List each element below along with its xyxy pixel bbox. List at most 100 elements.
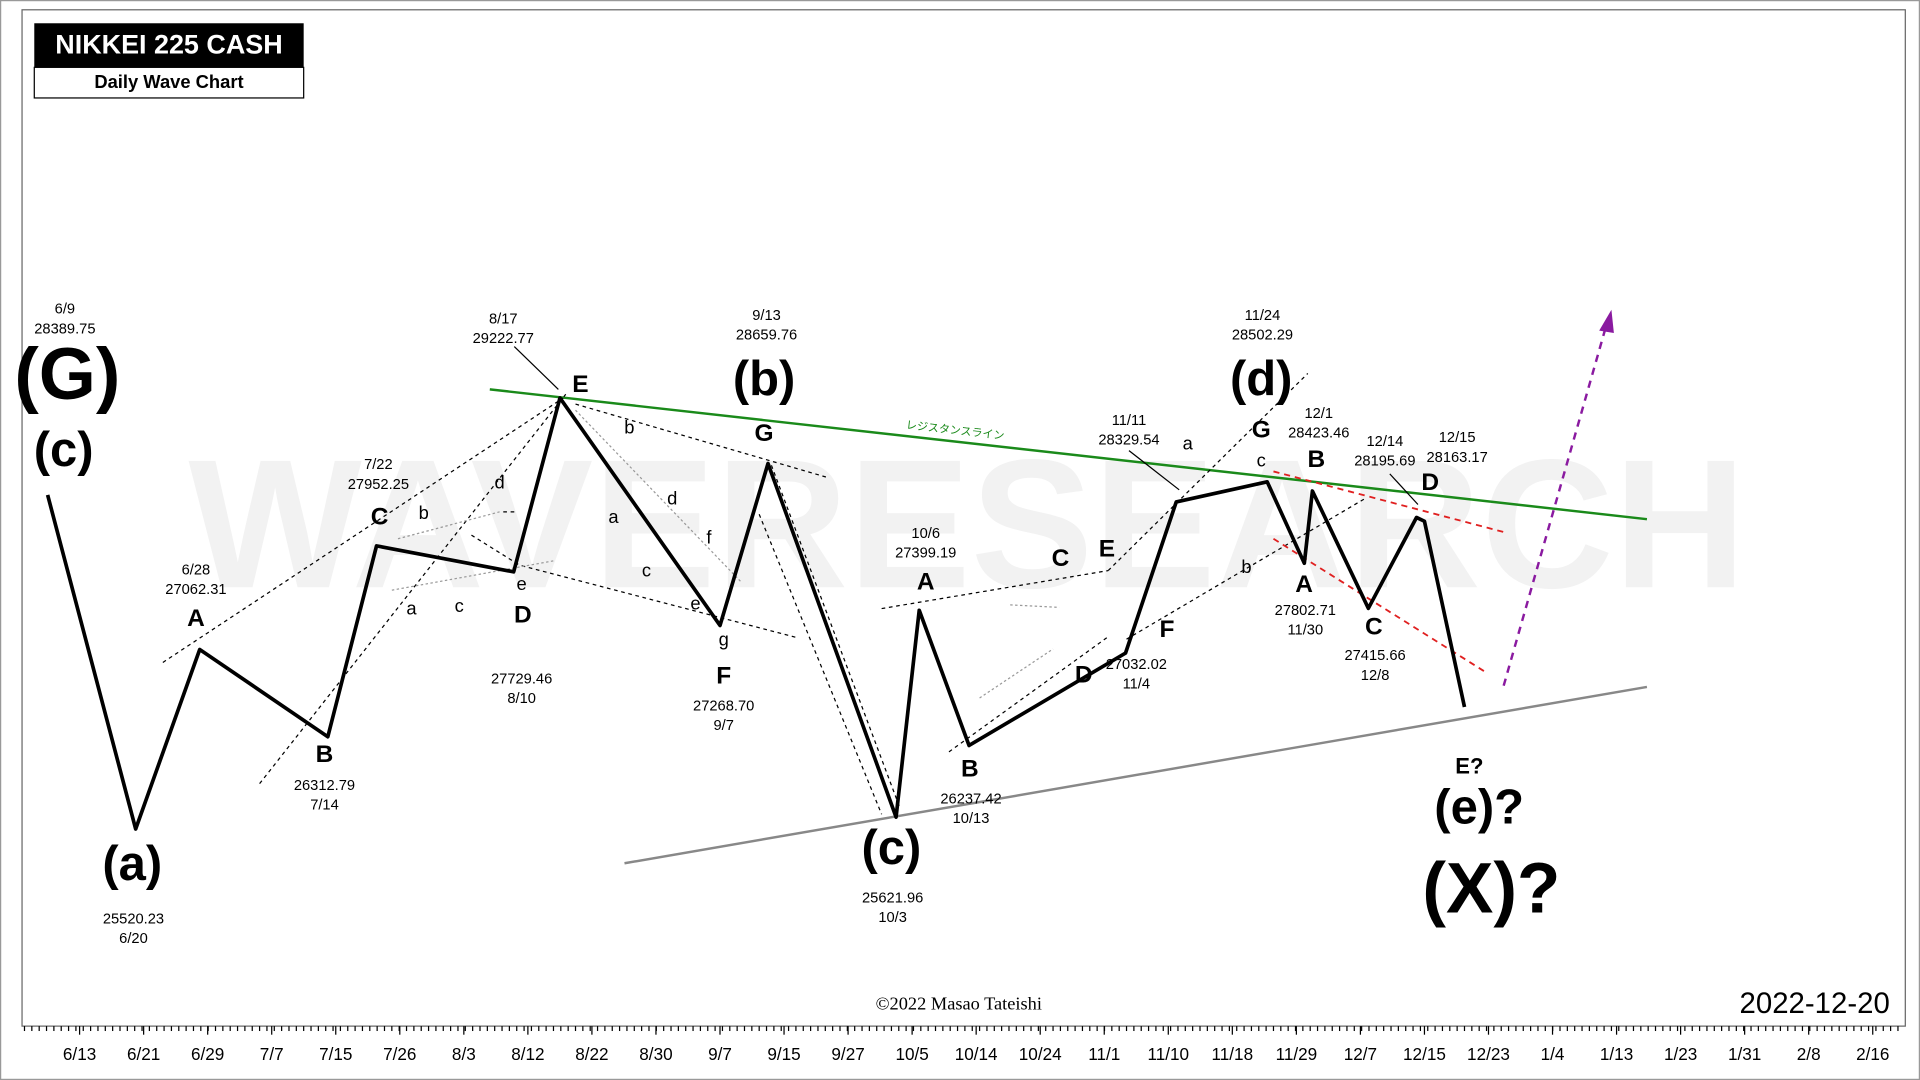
- pivot-price: 28502.29: [1232, 327, 1293, 343]
- x-tick-label: 12/15: [1403, 1044, 1446, 1064]
- wave-label: E: [572, 371, 588, 398]
- wave-label: A: [1295, 571, 1313, 598]
- plot-frame: [21, 9, 1906, 1027]
- pivot-price: 27062.31: [165, 582, 226, 598]
- pivot-date: 9/13: [752, 308, 781, 324]
- wave-label: (c): [34, 423, 94, 477]
- channel-line: [521, 565, 799, 639]
- projection-arrow: [1502, 324, 1608, 687]
- wave-label: g: [719, 628, 729, 649]
- pivot-price: 29222.77: [473, 331, 534, 347]
- wave-label: E?: [1455, 754, 1483, 779]
- wave-label: C: [371, 503, 389, 530]
- title-box: [34, 23, 304, 68]
- credit: ©2022 Masao Tateishi: [876, 994, 1042, 1014]
- pivot-price: 28329.54: [1098, 433, 1159, 449]
- pivot-date: 10/13: [953, 811, 990, 827]
- x-tick-label: 1/31: [1728, 1044, 1761, 1064]
- channel-line: [471, 534, 521, 567]
- x-tick-label: 10/14: [955, 1044, 998, 1064]
- x-tick-label: 8/12: [511, 1044, 544, 1064]
- pivot-price: 28423.46: [1288, 425, 1349, 441]
- sub-channel: [1010, 604, 1060, 608]
- x-tick-label: 8/22: [575, 1044, 608, 1064]
- pivot-date: 11/30: [1287, 622, 1323, 638]
- sub-channel: [979, 648, 1054, 699]
- pivot-date: 6/20: [119, 931, 148, 947]
- pivot-price: 28659.76: [736, 327, 797, 343]
- wave-label: e: [517, 573, 527, 594]
- subtitle-box: [33, 66, 305, 99]
- channel-line: [162, 397, 564, 663]
- pivot-price: 27415.66: [1344, 648, 1405, 664]
- wave-label: D: [514, 601, 532, 628]
- pivot-date: 11/11: [1112, 413, 1147, 429]
- pivot-date: 12/1: [1304, 406, 1333, 422]
- wave-label: D: [1075, 661, 1093, 688]
- x-tick-label: 8/30: [639, 1044, 672, 1064]
- pivot-price: 27802.71: [1275, 603, 1336, 619]
- x-tick-label: 6/13: [63, 1044, 96, 1064]
- x-tick-label: 11/10: [1147, 1044, 1189, 1064]
- pivot-date: 12/8: [1361, 668, 1390, 684]
- channel-line: [259, 393, 567, 785]
- x-tick-label: 10/5: [895, 1044, 928, 1064]
- wave-label: C: [1052, 545, 1070, 572]
- wave-label: e: [690, 593, 700, 614]
- x-tick-label: 7/7: [260, 1044, 284, 1064]
- x-tick-label: 10/24: [1019, 1044, 1062, 1064]
- red-channel: [1273, 470, 1507, 534]
- wave-label: d: [667, 487, 677, 508]
- x-tick-label: 7/15: [319, 1044, 352, 1064]
- pivot-date: 10/3: [878, 910, 907, 926]
- x-tick-label: 1/13: [1600, 1044, 1633, 1064]
- x-tick-label: 6/29: [191, 1044, 224, 1064]
- wave-label: f: [706, 527, 712, 548]
- chart-title: NIKKEI 225 CASH: [55, 30, 282, 60]
- pivot-date: 8/17: [489, 311, 518, 327]
- chart-date: 2022-12-20: [1740, 987, 1890, 1020]
- wave-label: F: [1159, 616, 1174, 643]
- wave-label: A: [917, 568, 935, 595]
- wave-label: a: [608, 506, 619, 527]
- wave-label: a: [406, 598, 417, 619]
- wave-label: (a): [102, 837, 162, 891]
- pivot-date: 12/14: [1367, 434, 1404, 450]
- wave-label: E: [1099, 535, 1115, 562]
- wave-label: (d): [1230, 352, 1293, 406]
- pivot-date: 11/24: [1245, 308, 1281, 324]
- channel-line: [948, 636, 1109, 753]
- wave-label: (G): [14, 332, 120, 415]
- wave-label: B: [1307, 446, 1325, 473]
- pivot-date: 6/28: [182, 562, 211, 578]
- x-tick-label: 8/3: [452, 1044, 476, 1064]
- wave-label: c: [642, 560, 651, 581]
- pivot-date: 7/14: [310, 798, 339, 814]
- pointer: [1389, 473, 1419, 505]
- x-tick-label: 9/27: [831, 1044, 864, 1064]
- pivot-price: 27399.19: [895, 545, 956, 561]
- x-tick-label: 2/16: [1856, 1044, 1889, 1064]
- x-tick-label: 11/18: [1212, 1044, 1254, 1064]
- pivot-price: 27032.02: [1106, 657, 1167, 673]
- wave-label: b: [419, 502, 429, 523]
- pivot-date: 8/10: [507, 691, 536, 707]
- wave-label: a: [1183, 432, 1194, 453]
- wave-label: D: [1421, 469, 1439, 496]
- wave-label: (c): [861, 821, 921, 875]
- x-tick-label: 9/15: [767, 1044, 800, 1064]
- x-tick-label: 1/4: [1541, 1044, 1565, 1064]
- wave-label: F: [716, 663, 731, 690]
- support-line: [624, 685, 1648, 865]
- wave-label: (e)?: [1434, 781, 1524, 835]
- chart-subtitle: Daily Wave Chart: [94, 71, 243, 92]
- wave-label: (b): [733, 352, 796, 406]
- pivot-price: 27952.25: [348, 477, 409, 493]
- arrow-head: [1599, 309, 1614, 334]
- trend-lines: [162, 309, 1648, 865]
- x-tick-label: 7/26: [383, 1044, 416, 1064]
- pivot-price: 27268.70: [693, 698, 754, 714]
- wave-label: c: [1257, 449, 1266, 470]
- sub-channel: [575, 409, 742, 583]
